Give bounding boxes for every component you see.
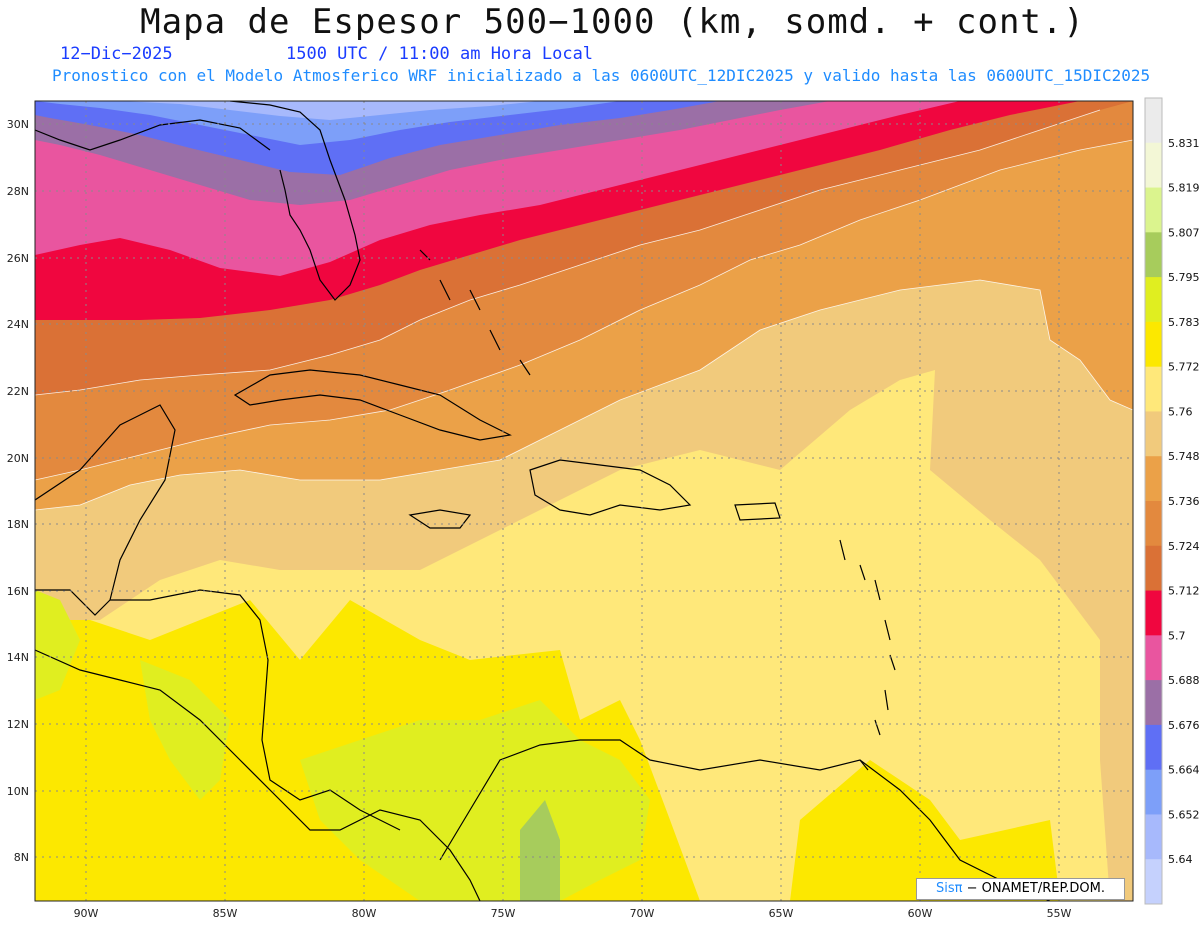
gulf-coast — [35, 119, 271, 151]
south-america-coast — [439, 739, 1051, 901]
colorbar-swatch — [1145, 411, 1162, 457]
lon-label: 75W — [491, 907, 516, 920]
colorbar-swatch — [1145, 187, 1162, 233]
central-america-coast — [35, 649, 481, 901]
lat-label: 22N — [7, 385, 29, 398]
colorbar-swatch — [1145, 232, 1162, 278]
lat-label: 20N — [7, 452, 29, 465]
map-title: Mapa de Espesor 500−1000 (km, somd. + co… — [140, 2, 1085, 42]
lat-label: 26N — [7, 252, 29, 265]
colorbar-label: 5.748 — [1168, 450, 1200, 463]
florida-coast — [229, 101, 361, 301]
colorbar-swatch — [1145, 98, 1162, 144]
lat-label: 24N — [7, 318, 29, 331]
thickness-fill-layer — [35, 101, 1133, 901]
band-5652 — [35, 101, 620, 145]
colorbar-swatch — [1145, 366, 1162, 412]
colorbar-label: 5.783 — [1168, 316, 1200, 329]
colorbar-label: 5.831 — [1168, 137, 1200, 150]
colorbar-swatch — [1145, 277, 1162, 323]
lesser-antilles — [839, 539, 896, 771]
colorbar-label: 5.7 — [1168, 629, 1186, 642]
credit-text: − ONAMET/REP.DOM. — [966, 881, 1106, 896]
lat-label: 12N — [7, 718, 29, 731]
lon-label: 90W — [74, 907, 99, 920]
forecast-date: 12−Dic−2025 — [60, 44, 173, 64]
colorbar-label: 5.64 — [1168, 853, 1193, 866]
lat-label: 30N — [7, 118, 29, 131]
colorbar-label: 5.736 — [1168, 495, 1200, 508]
band-564 — [120, 101, 540, 120]
forecast-time: 1500 UTC / 11:00 am Hora Local — [286, 44, 594, 64]
colorbar-swatch — [1145, 724, 1162, 771]
cuba-coast — [233, 369, 512, 441]
map-frame — [34, 100, 1134, 902]
puerto-rico-coast — [734, 502, 781, 521]
lon-label: 55W — [1047, 907, 1072, 920]
latitude-labels: 30N 28N 26N 24N 22N 20N 18N 16N 14N 12N … — [7, 118, 29, 864]
jamaica-coast — [408, 509, 472, 529]
central-america-east-coast — [110, 589, 401, 831]
colorbar-swatch — [1145, 321, 1162, 368]
colorbar-swatch — [1145, 769, 1162, 815]
colorbar-label: 5.724 — [1168, 540, 1200, 553]
colorbar-swatch — [1145, 590, 1162, 636]
colorbar-label: 5.688 — [1168, 674, 1200, 687]
coastlines — [35, 101, 1051, 901]
colorbar-label: 5.795 — [1168, 271, 1200, 284]
colorbar-label: 5.819 — [1168, 182, 1200, 195]
lon-label: 85W — [213, 907, 238, 920]
yucatan-coast — [35, 404, 176, 616]
colorbar-swatch — [1145, 142, 1162, 189]
model-description: Pronostico con el Modelo Atmosferico WRF… — [52, 66, 1151, 85]
colorbar-label: 5.772 — [1168, 361, 1200, 374]
lon-label: 60W — [908, 907, 933, 920]
colorbar-label: 5.712 — [1168, 585, 1200, 598]
lat-label: 28N — [7, 185, 29, 198]
sispi-logo: Sisπ — [935, 881, 963, 896]
lat-label: 8N — [14, 851, 29, 864]
hispaniola-coast — [529, 459, 692, 516]
colorbar-swatch — [1145, 814, 1162, 860]
colorbar-swatch — [1145, 501, 1162, 547]
colorbar-swatch — [1145, 859, 1162, 905]
colorbar-label: 5.807 — [1168, 226, 1200, 239]
grid-lines — [35, 101, 1133, 901]
lat-label: 14N — [7, 651, 29, 664]
band-5795-patch-3 — [140, 660, 230, 800]
colorbar-label: 5.76 — [1168, 405, 1193, 418]
lat-label: 16N — [7, 585, 29, 598]
lat-label: 18N — [7, 518, 29, 531]
colorbar-swatch — [1145, 635, 1162, 681]
colorbar-label: 5.664 — [1168, 764, 1200, 777]
lon-label: 80W — [352, 907, 377, 920]
colorbar-label: 5.652 — [1168, 808, 1200, 821]
longitude-labels: 90W 85W 80W 75W 70W 65W 60W 55W — [74, 907, 1072, 920]
band-5807-patch — [520, 800, 560, 901]
colorbar-frame — [1144, 97, 1163, 905]
lon-label: 65W — [769, 907, 794, 920]
credit-box: Sisπ − ONAMET/REP.DOM. — [916, 878, 1125, 900]
colorbar-swatch — [1145, 680, 1162, 726]
band-5795-patch — [300, 700, 650, 901]
colorbar-swatch — [1145, 545, 1162, 592]
colorbar-label: 5.676 — [1168, 719, 1200, 732]
bahamas — [419, 249, 531, 376]
band-5795-patch-2 — [35, 590, 80, 700]
colorbar-swatch — [1145, 456, 1162, 502]
colorbar: 5.831 5.819 5.807 5.795 5.783 5.772 5.76 5.748 5… — [1144, 97, 1200, 905]
lon-label: 70W — [630, 907, 655, 920]
lat-label: 10N — [7, 785, 29, 798]
